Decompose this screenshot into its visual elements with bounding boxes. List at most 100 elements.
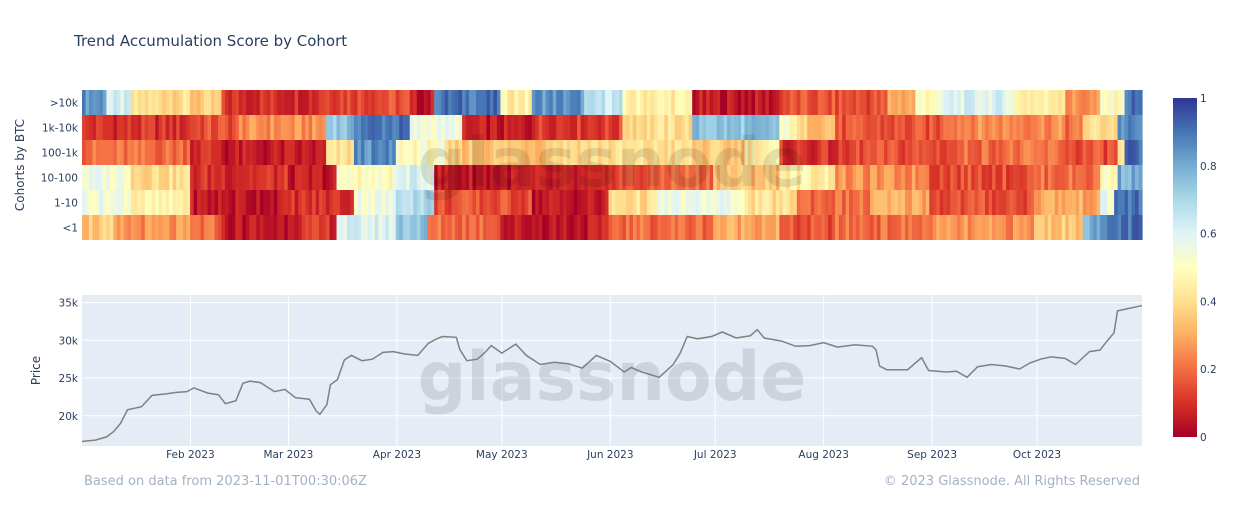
heatmap-cell [287, 215, 292, 240]
heatmap-cell [123, 140, 128, 165]
heatmap-cell [957, 190, 962, 215]
heatmap-cell [890, 90, 896, 115]
heatmap-cell [730, 165, 735, 190]
heatmap-cell [566, 190, 571, 215]
heatmap-cell [1128, 90, 1133, 115]
heatmap-cell [681, 115, 686, 140]
heatmap-cell [932, 90, 937, 115]
heatmap-cell [1082, 140, 1087, 165]
heatmap-cell [141, 165, 146, 190]
heatmap-cell [120, 115, 125, 140]
heatmap-cell [782, 190, 787, 215]
heatmap-cell [1009, 190, 1014, 215]
heatmap-cell [880, 140, 885, 165]
heatmap-cell [775, 190, 780, 215]
heatmap-cell [430, 115, 435, 140]
heatmap-cell [280, 140, 285, 165]
heatmap-cell [423, 215, 428, 240]
heatmap-cell [1016, 215, 1021, 240]
heatmap-cell [943, 215, 948, 240]
heatmap-cell [214, 165, 219, 190]
heatmap-cell [545, 190, 550, 215]
heatmap-cell [660, 215, 665, 240]
heatmap-cell [319, 215, 324, 240]
heatmap-cell [482, 215, 488, 240]
heatmap-cell [211, 140, 216, 165]
heatmap-cell [158, 165, 163, 190]
heatmap-cell [817, 115, 822, 140]
heatmap-cell [451, 190, 456, 215]
heatmap-cell [479, 115, 484, 140]
heatmap-cell [371, 115, 376, 140]
heatmap-cell [674, 165, 679, 190]
heatmap-cell [1040, 90, 1045, 115]
heatmap-cell [664, 190, 669, 215]
heatmap-cell [618, 90, 624, 115]
heatmap-cell [1072, 165, 1077, 190]
heatmap-cell [371, 90, 376, 115]
heatmap-cell [235, 115, 240, 140]
heatmap-cell [388, 165, 393, 190]
price-line [81, 304, 1143, 443]
heatmap-row-label: >10k [50, 98, 79, 110]
heatmap-cell [270, 90, 275, 115]
heatmap-cell [925, 115, 930, 140]
heatmap-cell [277, 90, 282, 115]
heatmap-cell [901, 115, 906, 140]
heatmap-cell [1065, 165, 1070, 190]
heatmap-cell [727, 140, 732, 165]
heatmap-cell [699, 90, 704, 115]
heatmap-cell [1051, 190, 1056, 215]
heatmap-cell [779, 165, 784, 190]
heatmap-cell [922, 115, 927, 140]
heatmap-cell [228, 115, 233, 140]
heatmap-cell [245, 140, 250, 165]
heatmap-cell [329, 165, 334, 190]
heatmap-cell [409, 90, 414, 115]
heatmap-cell [866, 90, 871, 115]
heatmap-cell [514, 215, 519, 240]
heatmap-cell [1026, 115, 1032, 140]
heatmap-cell [1065, 115, 1070, 140]
heatmap-cell [364, 165, 369, 190]
heatmap-cell [82, 90, 87, 115]
heatmap-cell [99, 90, 104, 115]
heatmap-cell [695, 115, 700, 140]
heatmap-cell [315, 140, 320, 165]
heatmap-cell [995, 215, 1000, 240]
heatmap-cell [263, 140, 268, 165]
heatmap-cell [1006, 190, 1011, 215]
heatmap-cell [134, 140, 139, 165]
heatmap-cell [319, 115, 324, 140]
heatmap-cell [897, 165, 903, 190]
heatmap-cell [1114, 190, 1119, 215]
heatmap-cell [252, 140, 257, 165]
heatmap-cell [612, 190, 617, 215]
heatmap-cell [357, 140, 362, 165]
heatmap-cell [695, 165, 700, 190]
heatmap-cell [531, 215, 536, 240]
heatmap-cell [441, 115, 446, 140]
heatmap-cell [252, 215, 257, 240]
heatmap-cell [256, 215, 261, 240]
heatmap-cell [929, 215, 934, 240]
heatmap-cell [835, 190, 840, 215]
heatmap-cell [943, 190, 948, 215]
heatmap-cell [1033, 165, 1038, 190]
heatmap-cell [978, 190, 983, 215]
heatmap-cell [897, 215, 903, 240]
heatmap-cell [326, 140, 331, 165]
heatmap-cell [598, 190, 603, 215]
heatmap-cell [266, 90, 271, 115]
heatmap-cell [625, 215, 631, 240]
heatmap-cell [835, 165, 840, 190]
heatmap-cell [430, 190, 435, 215]
heatmap-cell [360, 140, 366, 165]
heatmap-cell [612, 165, 617, 190]
heatmap-cell [723, 115, 728, 140]
heatmap-cell [333, 215, 338, 240]
heatmap-cell [849, 140, 854, 165]
heatmap-cell [437, 115, 442, 140]
heatmap-cell [353, 140, 359, 165]
heatmap-cell [671, 165, 676, 190]
